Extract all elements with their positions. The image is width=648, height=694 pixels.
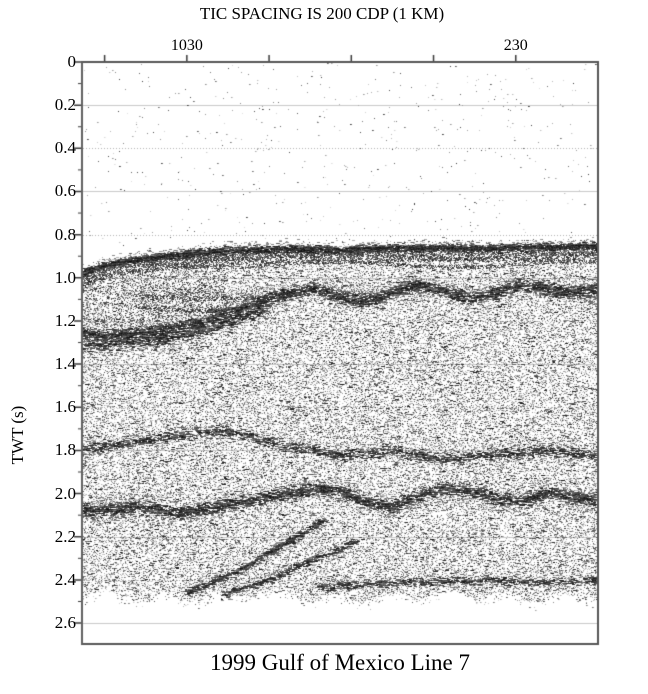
y-tick-label: 2.6 (54, 613, 76, 633)
y-axis-label: TWT (s) (8, 405, 27, 465)
y-tick-label: 1.4 (54, 354, 76, 374)
x-tick-label: 230 (503, 37, 528, 54)
y-tick-label: 0.2 (54, 95, 76, 115)
y-tick-label: 0.8 (54, 224, 76, 244)
y-tick-label: 0.6 (54, 181, 76, 201)
y-tick-label: 0.4 (54, 138, 76, 158)
y-tick-label: 1.0 (54, 267, 76, 287)
y-tick-label: 2.2 (54, 526, 76, 546)
y-tick-label: 0 (67, 52, 77, 71)
y-tick-label: 1.6 (54, 397, 76, 417)
figure-caption: 1999 Gulf of Mexico Line 7 (210, 650, 470, 675)
y-tick-label: 2.4 (54, 569, 76, 589)
y-tick-label: 2.0 (54, 483, 76, 503)
figure-title: TIC SPACING IS 200 CDP (1 KM) (199, 4, 445, 23)
y-tick-label: 1.8 (54, 440, 76, 460)
x-tick-label: 1030 (170, 37, 203, 54)
y-tick-label: 1.2 (54, 310, 76, 330)
